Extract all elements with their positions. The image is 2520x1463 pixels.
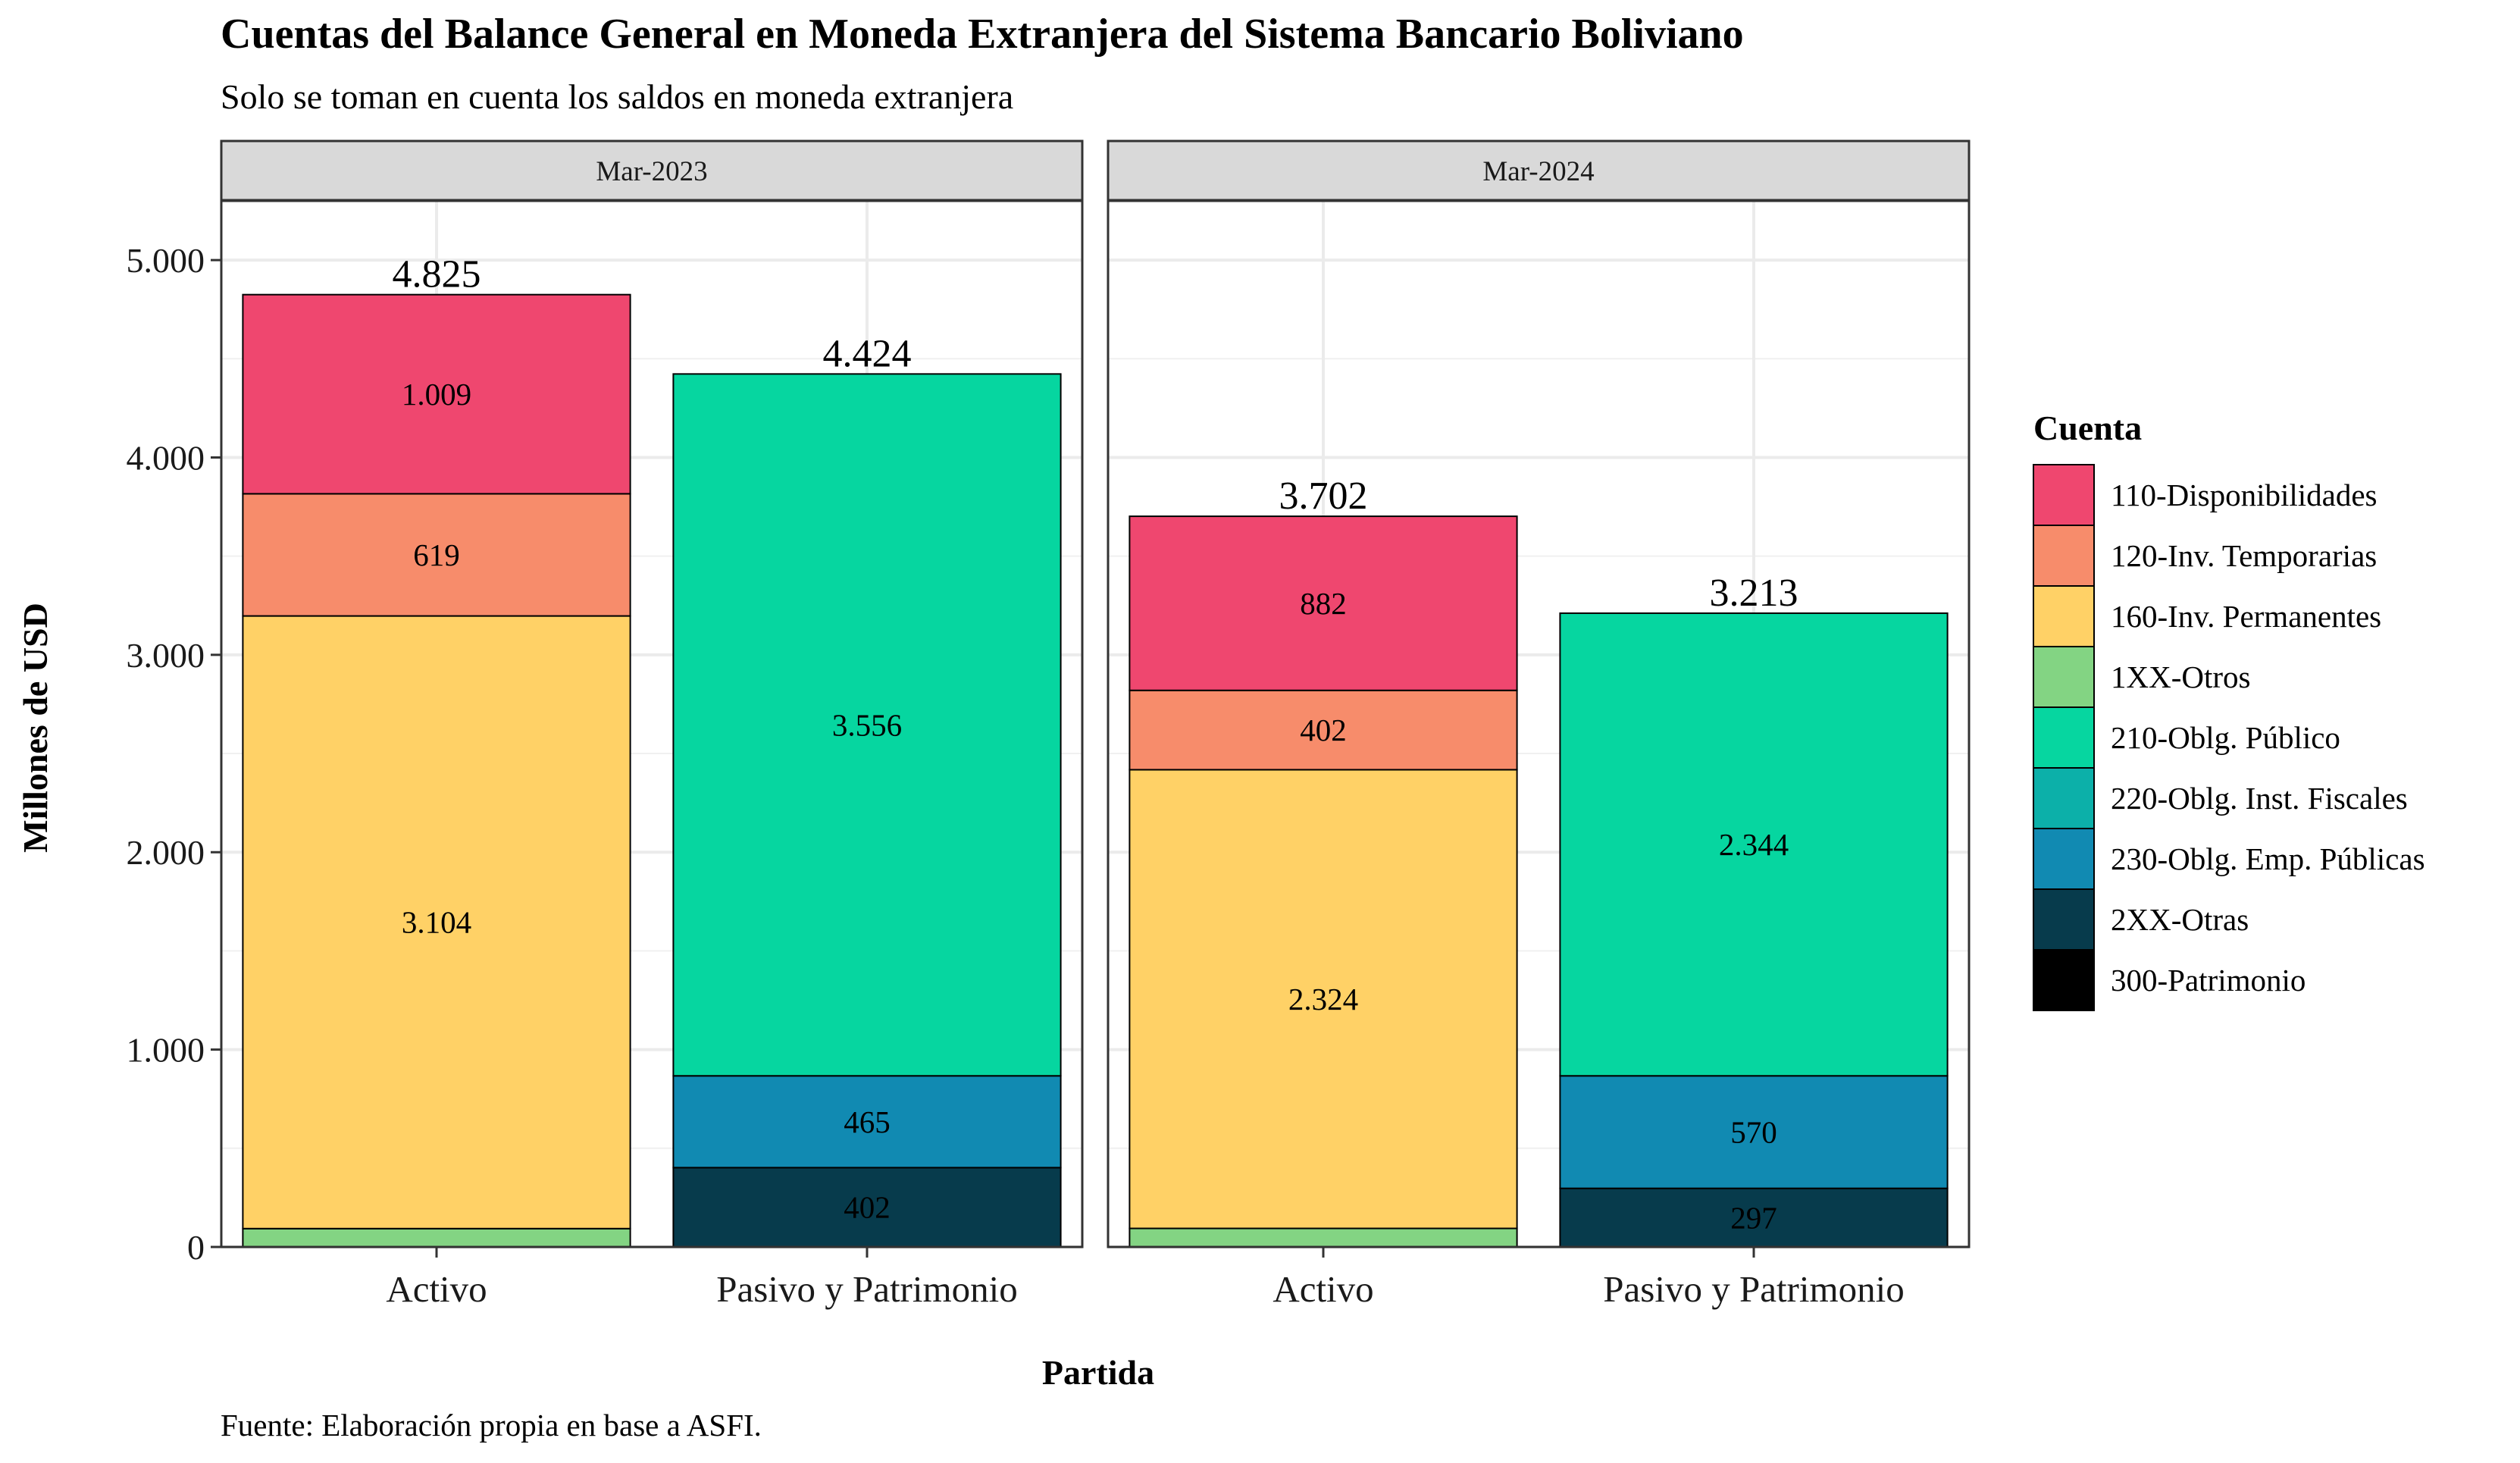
y-axis: 0 1.000 2.000 3.000 4.000 5.000 bbox=[127, 241, 221, 1267]
legend-item-2xx-otras: 2XX-Otras bbox=[2033, 888, 2249, 951]
legend-label: 110-Disponibilidades bbox=[2111, 478, 2378, 512]
segment-value-label: 3.556 bbox=[832, 707, 902, 742]
panel-mar-2023: 3.104 619 1.009 4.825 Activo 402 465 3.556 4.424… bbox=[220, 139, 1084, 1310]
legend-swatch bbox=[2033, 464, 2095, 526]
legend-label: 2XX-Otras bbox=[2111, 902, 2249, 937]
facet-strip bbox=[1107, 139, 1971, 202]
chart-subtitle: Solo se toman en cuenta los saldos en mo… bbox=[221, 77, 1013, 116]
legend-swatch bbox=[2033, 706, 2095, 769]
legend-label: 230-Oblg. Emp. Públicas bbox=[2111, 841, 2425, 876]
legend-item-210-oblg-publico: 210-Oblg. Público bbox=[2033, 706, 2340, 769]
source-caption: Fuente: Elaboración propia en base a ASF… bbox=[221, 1408, 762, 1443]
bar-segment-110-disponibilidades bbox=[242, 293, 631, 495]
x-tick-label: Pasivo y Patrimonio bbox=[716, 1268, 1017, 1310]
bar-segment-160-inv-permanentes bbox=[242, 615, 631, 1230]
bar-segment-1xx-otros bbox=[1129, 1227, 1518, 1248]
bar-segment-2xx-otras bbox=[672, 1167, 1062, 1248]
legend-label: 120-Inv. Temporarias bbox=[2111, 538, 2377, 573]
bar-segment-1xx-otros bbox=[242, 1227, 631, 1248]
legend-item-300-patrimonio: 300-Patrimonio bbox=[2033, 949, 2306, 1011]
legend-label: 210-Oblg. Público bbox=[2111, 720, 2340, 755]
segment-value-label: 2.344 bbox=[1719, 827, 1789, 862]
legend-title: Cuenta bbox=[2033, 409, 2142, 447]
bar-segment-110-disponibilidades bbox=[1129, 515, 1518, 691]
segment-value-label: 3.104 bbox=[402, 905, 471, 940]
y-tick-label: 1.000 bbox=[127, 1031, 205, 1070]
legend-label: 160-Inv. Permanentes bbox=[2111, 599, 2381, 634]
legend-item-1xx-otros: 1XX-Otros bbox=[2033, 646, 2250, 708]
legend-swatch bbox=[2033, 828, 2095, 890]
bar-segment-230-oblg-emp-publicas bbox=[672, 1075, 1062, 1169]
segment-value-label: 465 bbox=[844, 1104, 891, 1139]
y-tick-label: 3.000 bbox=[127, 636, 205, 675]
x-axis-title: Partida bbox=[1042, 1353, 1154, 1392]
segment-value-label: 882 bbox=[1300, 586, 1347, 621]
bar-segment-210-oblg-publico bbox=[672, 373, 1062, 1077]
bar-activo: 3.104 619 1.009 4.825 bbox=[242, 253, 631, 1248]
bar-segment-210-oblg-publico bbox=[1559, 612, 1949, 1077]
segment-value-label: 619 bbox=[413, 537, 460, 572]
legend-swatch bbox=[2033, 646, 2095, 708]
panel-mar-2024: 2.324 402 882 3.702 Activo 297 570 2.344 3.213 Pa… bbox=[1107, 139, 1971, 1310]
y-tick-label: 5.000 bbox=[127, 241, 205, 280]
y-tick-label: 0 bbox=[187, 1228, 205, 1267]
segment-value-label: 2.324 bbox=[1288, 982, 1358, 1017]
legend-item-110-disponibilidades: 110-Disponibilidades bbox=[2033, 464, 2378, 526]
legend-swatch bbox=[2033, 767, 2095, 829]
bar-pasivo-y-patrimonio: 297 570 2.344 3.213 bbox=[1559, 572, 1949, 1248]
x-tick-label: Pasivo y Patrimonio bbox=[1603, 1268, 1904, 1310]
legend-swatch bbox=[2033, 585, 2095, 647]
legend-swatch bbox=[2033, 888, 2095, 951]
legend-swatch bbox=[2033, 949, 2095, 1011]
legend-item-220-oblg-inst-fiscales: 220-Oblg. Inst. Fiscales bbox=[2033, 767, 2408, 829]
y-tick-label: 2.000 bbox=[127, 833, 205, 872]
legend-item-120-inv-temporarias: 120-Inv. Temporarias bbox=[2033, 525, 2377, 587]
legend: 110-Disponibilidades 120-Inv. Temporarias… bbox=[2033, 464, 2425, 1011]
legend-item-160-inv-permanentes: 160-Inv. Permanentes bbox=[2033, 585, 2381, 647]
x-tick-label: Activo bbox=[386, 1268, 487, 1310]
legend-swatch bbox=[2033, 525, 2095, 587]
segment-value-label: 402 bbox=[844, 1190, 891, 1225]
bar-total-label: 3.702 bbox=[1279, 475, 1368, 518]
legend-item-230-oblg-emp-publicas: 230-Oblg. Emp. Públicas bbox=[2033, 828, 2425, 890]
bar-segment-230-oblg-emp-publicas bbox=[1559, 1075, 1949, 1189]
segment-value-label: 570 bbox=[1730, 1114, 1777, 1149]
legend-label: 220-Oblg. Inst. Fiscales bbox=[2111, 781, 2408, 816]
legend-label: 300-Patrimonio bbox=[2111, 963, 2306, 998]
x-tick-label: Activo bbox=[1273, 1268, 1373, 1310]
segment-value-label: 402 bbox=[1300, 713, 1347, 747]
legend-label: 1XX-Otros bbox=[2111, 659, 2250, 694]
chart-title: Cuentas del Balance General en Moneda Ex… bbox=[221, 11, 1744, 58]
facet-strip-label: Mar-2023 bbox=[596, 156, 707, 187]
bar-total-label: 4.424 bbox=[823, 332, 912, 375]
bar-segment-120-inv-temporarias bbox=[1129, 689, 1518, 771]
bar-activo: 2.324 402 882 3.702 bbox=[1129, 475, 1518, 1248]
facet-strip bbox=[220, 139, 1084, 202]
bar-total-label: 4.825 bbox=[393, 253, 481, 296]
bar-pasivo-y-patrimonio: 402 465 3.556 4.424 bbox=[672, 332, 1062, 1248]
segment-value-label: 1.009 bbox=[402, 377, 471, 412]
bar-segment-120-inv-temporarias bbox=[242, 493, 631, 617]
bar-segment-160-inv-permanentes bbox=[1129, 769, 1518, 1230]
y-axis-title: Millones de USD bbox=[16, 603, 55, 853]
segment-value-label: 297 bbox=[1730, 1200, 1777, 1235]
panels-layer: 3.104 619 1.009 4.825 Activo 402 465 3.556 4.424… bbox=[220, 139, 1971, 1310]
bar-total-label: 3.213 bbox=[1710, 572, 1798, 615]
y-tick-label: 4.000 bbox=[127, 438, 205, 477]
facet-strip-label: Mar-2024 bbox=[1482, 156, 1594, 187]
